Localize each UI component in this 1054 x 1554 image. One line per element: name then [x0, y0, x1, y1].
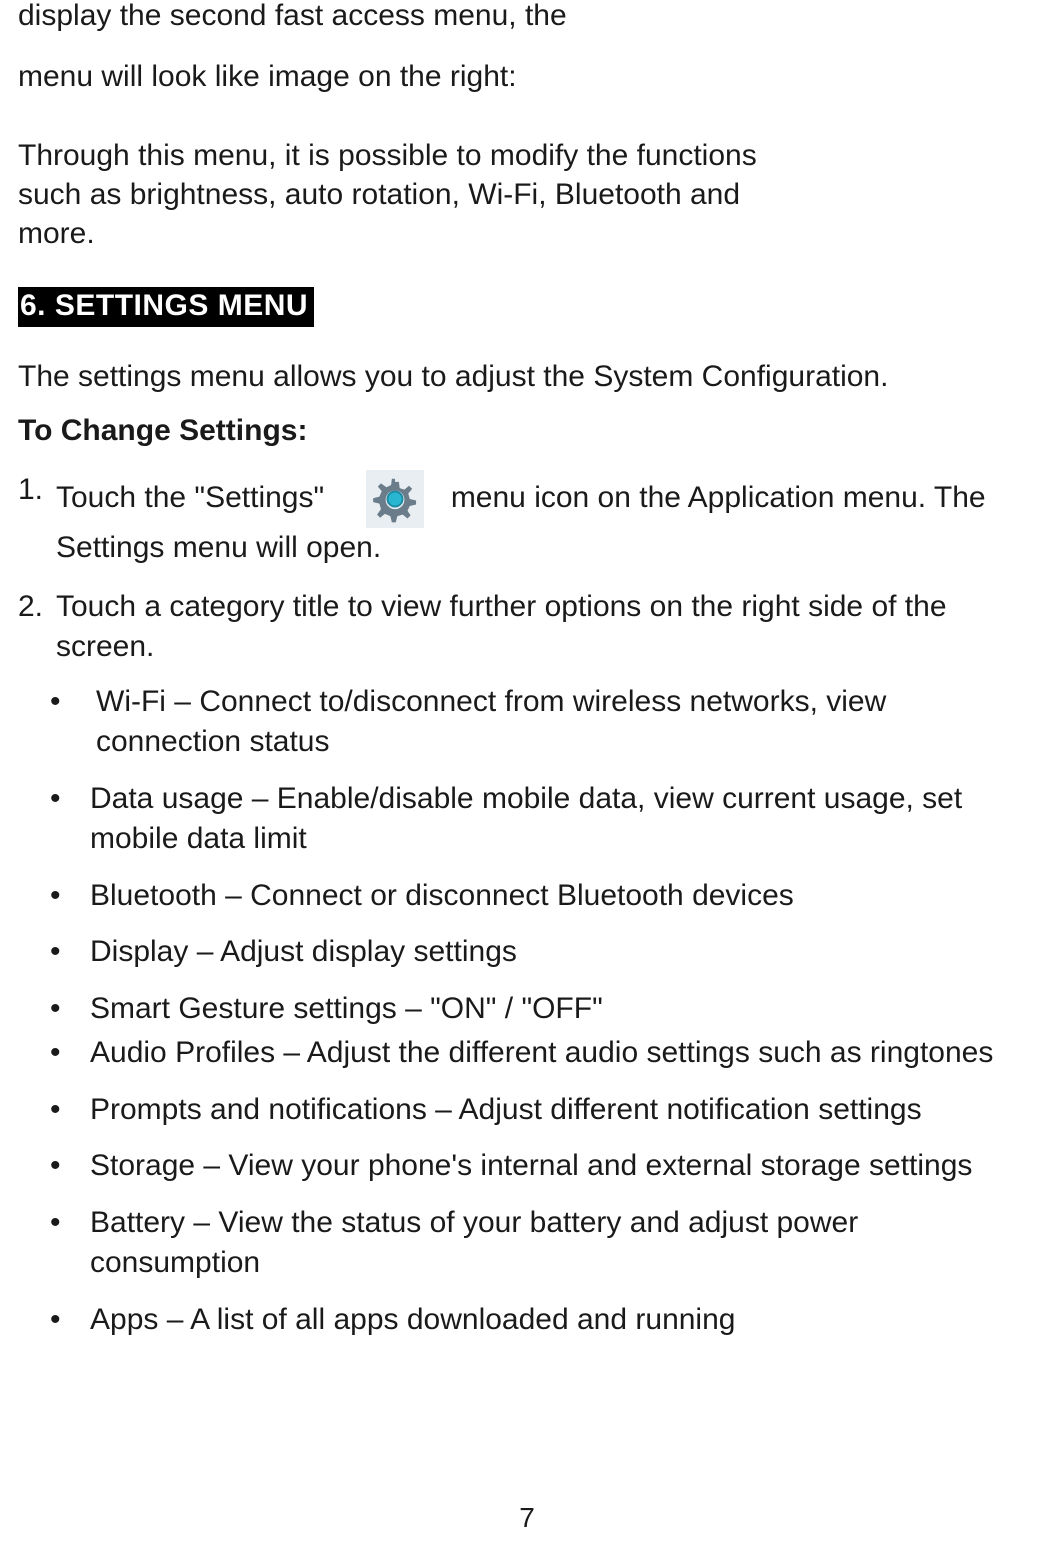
to-change-settings-subheading: To Change Settings: [18, 414, 1036, 448]
bullet-prompts-notifications-text: Prompts and notifications – Adjust diffe… [90, 1093, 922, 1126]
bullet-storage: Storage – View your phone's internal and… [18, 1146, 1036, 1187]
bullet-battery-text: Battery – View the status of your batter… [90, 1206, 858, 1280]
settings-categories-list: Wi-Fi – Connect to/disconnect from wirel… [18, 682, 1036, 1341]
bullet-display-text: Display – Adjust display settings [90, 935, 517, 968]
step-1: 1. Touch the "Settings" menu icon on the [18, 470, 1036, 569]
step-2: 2. Touch a category title to view furthe… [18, 587, 1036, 668]
bullet-display: Display – Adjust display settings [18, 932, 1036, 973]
bullet-audio-profiles: Audio Profiles – Adjust the different au… [18, 1033, 1036, 1074]
intro-line-1: display the second fast access menu, the [18, 0, 1036, 35]
section-6-lead: The settings menu allows you to adjust t… [18, 357, 1036, 396]
intro-line-2: menu will look like image on the right: [18, 57, 1036, 96]
bullet-apps-text: Apps – A list of all apps downloaded and… [90, 1303, 735, 1336]
bullet-apps: Apps – A list of all apps downloaded and… [18, 1300, 1036, 1341]
step-1-text-before-icon: Touch the "Settings" [56, 481, 324, 514]
step-2-text: Touch a category title to view further o… [56, 590, 947, 664]
section-6-heading-label: 6. SETTINGS MENU [18, 287, 314, 327]
step-1-number: 1. [18, 470, 43, 511]
step-2-number: 2. [18, 587, 43, 628]
section-6-heading: 6. SETTINGS MENU [18, 287, 1036, 357]
bullet-smart-gesture-text: Smart Gesture settings – "ON" / "OFF" [90, 992, 603, 1025]
bullet-wifi-text: Wi-Fi – Connect to/disconnect from wirel… [96, 685, 886, 759]
bullet-bluetooth-text: Bluetooth – Connect or disconnect Blueto… [90, 879, 794, 912]
steps-list: 1. Touch the "Settings" menu icon on the [18, 470, 1036, 668]
intro-paragraph: Through this menu, it is possible to mod… [18, 136, 778, 253]
bullet-battery: Battery – View the status of your batter… [18, 1203, 1036, 1284]
bullet-data-usage-text: Data usage – Enable/disable mobile data,… [90, 782, 962, 856]
settings-icon [366, 470, 424, 528]
bullet-smart-gesture: Smart Gesture settings – "ON" / "OFF" [18, 989, 1036, 1030]
bullet-bluetooth: Bluetooth – Connect or disconnect Blueto… [18, 876, 1036, 917]
page-number: 7 [0, 1502, 1054, 1534]
bullet-data-usage: Data usage – Enable/disable mobile data,… [18, 779, 1036, 860]
bullet-storage-text: Storage – View your phone's internal and… [90, 1149, 972, 1182]
document-page: display the second fast access menu, the… [0, 0, 1054, 1550]
bullet-audio-profiles-text: Audio Profiles – Adjust the different au… [90, 1036, 993, 1069]
bullet-prompts-notifications: Prompts and notifications – Adjust diffe… [18, 1090, 1036, 1131]
bullet-wifi: Wi-Fi – Connect to/disconnect from wirel… [18, 682, 1036, 763]
